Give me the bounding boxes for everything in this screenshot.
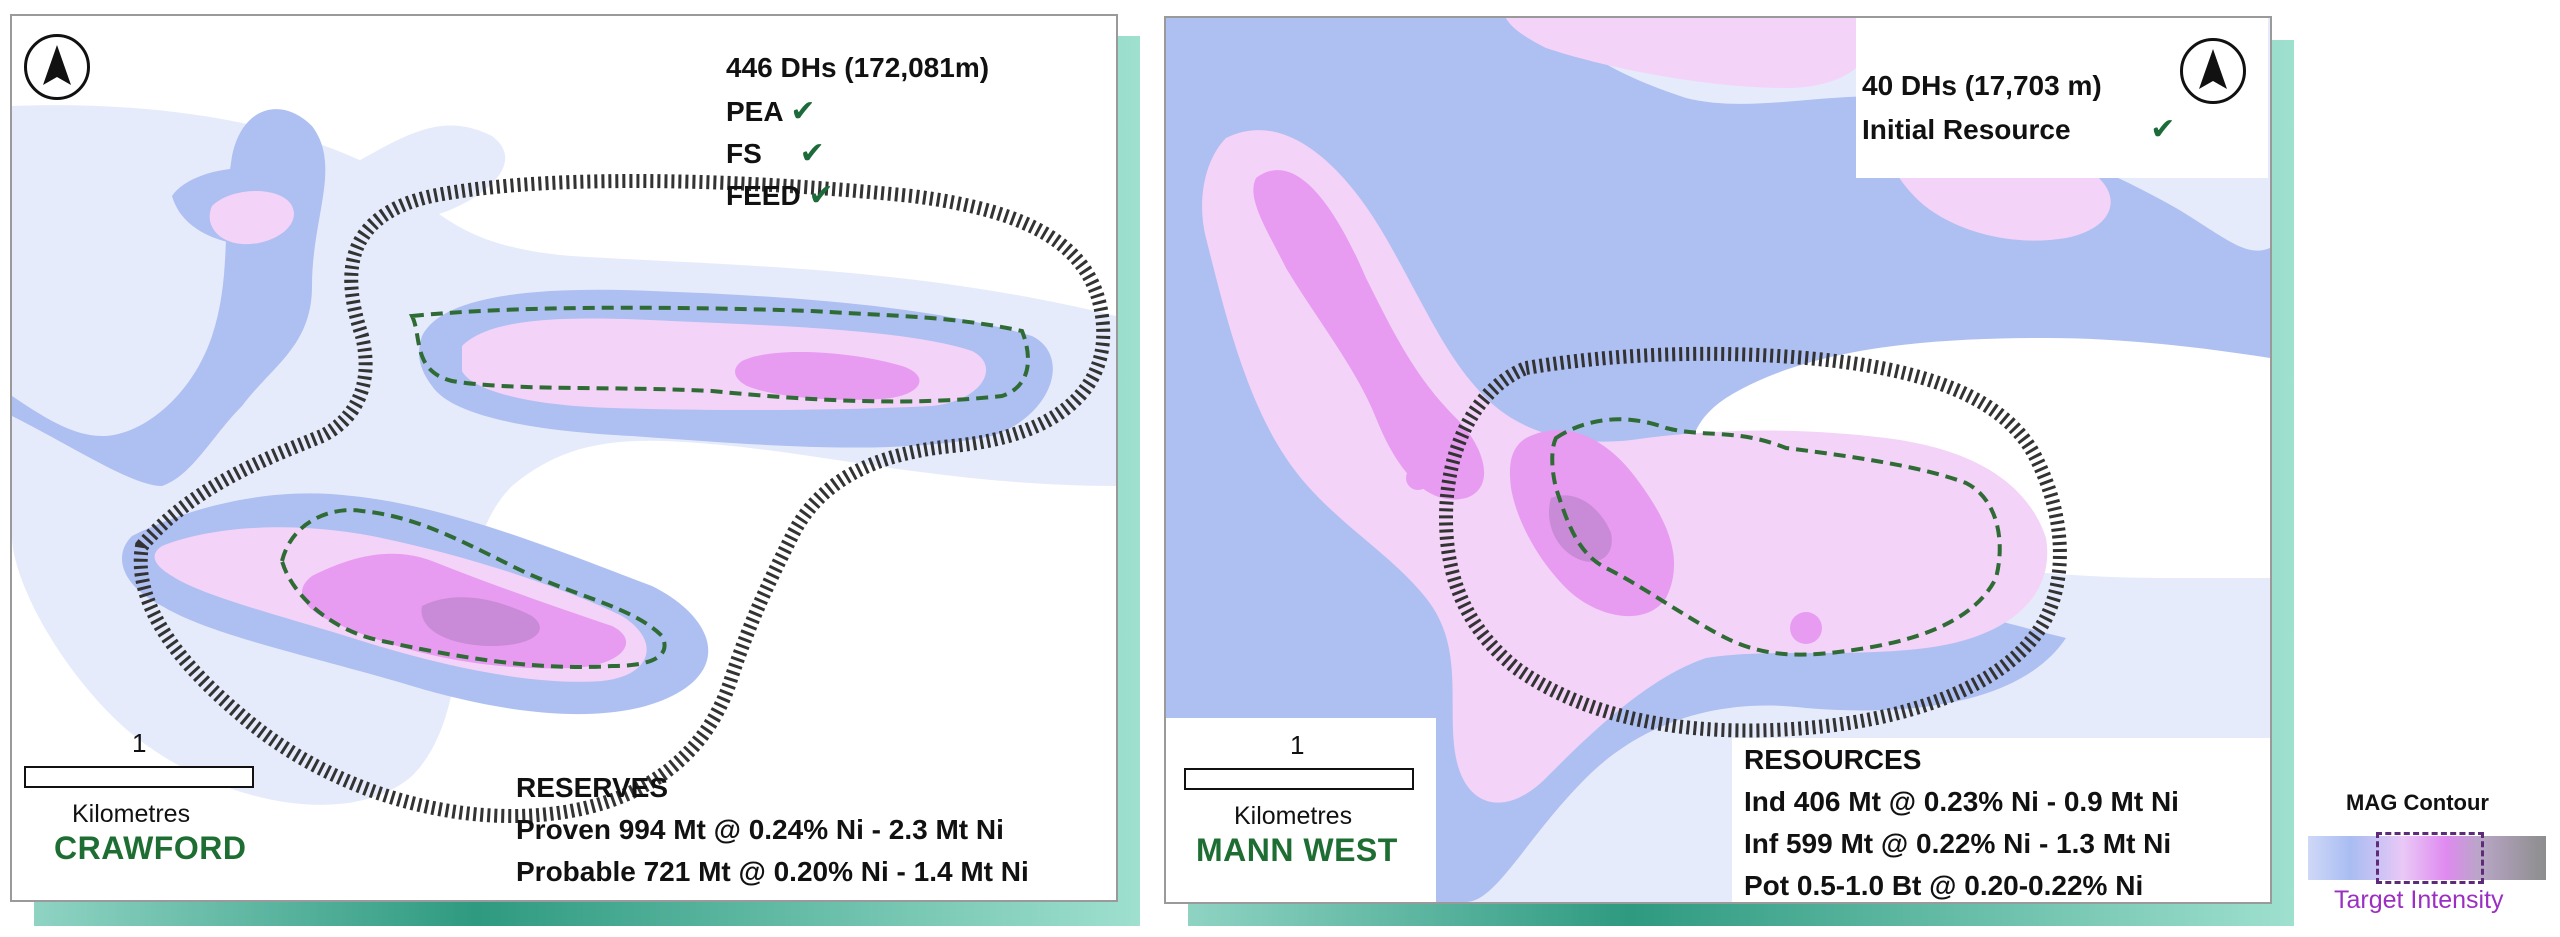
crawford-milestone-fs: FS ✔ [726, 137, 825, 170]
mann-west-stats-heading: RESOURCES [1744, 744, 1922, 775]
mann-west-stat-indicated: Ind 406 Mt @ 0.23% Ni - 0.9 Mt Ni [1744, 786, 2179, 817]
mann-west-milestone-initial-resource: Initial Resource ✔ [1862, 113, 2176, 146]
crawford-dashed-outline-ne [408, 305, 1030, 404]
crawford-map-panel: 446 DHs (172,081m) PEA ✔ FS ✔ FEED ✔ 1 K… [10, 14, 1118, 902]
crawford-scale-value: 1 [132, 728, 147, 758]
legend-gradient-bar [2308, 836, 2546, 880]
crawford-contour-magenta-ne [735, 351, 920, 400]
mann-west-map-panel: 40 DHs (17,703 m) Initial Resource ✔ 1 K… [1164, 16, 2272, 904]
crawford-area-name: CRAWFORD [54, 830, 247, 866]
mann-west-stat-inferred: Inf 599 Mt @ 0.22% Ni - 1.3 Mt Ni [1744, 828, 2172, 859]
mann-west-contour-mid [1166, 18, 2270, 902]
crawford-contour-pink-north [209, 191, 294, 245]
mann-west-contour-magenta [1253, 170, 1485, 500]
mann-west-contour-pink-north [1506, 18, 1872, 88]
crawford-stats-heading: RESERVES [516, 772, 668, 803]
crawford-milestone-feed: FEED ✔ [726, 179, 834, 212]
mann-west-scale-bar [1184, 768, 1414, 790]
check-icon: ✔ [808, 179, 834, 212]
check-icon: ✔ [799, 137, 825, 170]
mann-west-scale-box [1166, 718, 1436, 902]
crawford-scale-unit: Kilometres [72, 800, 191, 828]
mann-west-contour-spot [1790, 612, 1822, 644]
crawford-hatched-outline [133, 174, 1111, 824]
crawford-dashed-outline-sw [279, 508, 667, 669]
crawford-mag-contours [12, 105, 1116, 824]
mann-west-mag-contours [1166, 18, 2270, 902]
mann-west-contour-spot-2 [1406, 466, 1430, 490]
mann-west-drill-summary: 40 DHs (17,703 m) [1862, 70, 2102, 101]
mann-west-scale-unit: Kilometres [1234, 802, 1353, 830]
legend-target-box [2376, 832, 2484, 884]
crawford-contour-high-sw [421, 597, 540, 646]
legend-subtitle: Target Intensity [2334, 886, 2504, 914]
crawford-stat-proven: Proven 994 Mt @ 0.24% Ni - 2.3 Mt Ni [516, 814, 1004, 845]
check-icon: ✔ [790, 95, 816, 128]
crawford-scale-bar [24, 766, 254, 788]
mann-west-area-name: MANN WEST [1196, 832, 1398, 868]
crawford-milestone-pea: PEA ✔ [726, 95, 816, 128]
north-arrow-icon [2180, 38, 2246, 104]
crawford-contour-low-2 [312, 125, 506, 222]
mann-west-hatched-outline [1438, 346, 2067, 738]
mann-west-stat-potential: Pot 0.5-1.0 Bt @ 0.20-0.22% Ni [1744, 870, 2144, 901]
north-arrow-icon [24, 34, 90, 100]
crawford-drill-summary: 446 DHs (172,081m) [726, 52, 990, 83]
mann-west-scale-value: 1 [1290, 730, 1305, 760]
mann-west-stats-box [1732, 738, 2270, 902]
check-icon: ✔ [2150, 113, 2176, 146]
crawford-stat-probable: Probable 721 Mt @ 0.20% Ni - 1.4 Mt Ni [516, 856, 1029, 887]
mann-west-dashed-outline [1550, 417, 2002, 657]
legend-title: MAG Contour [2346, 790, 2489, 815]
